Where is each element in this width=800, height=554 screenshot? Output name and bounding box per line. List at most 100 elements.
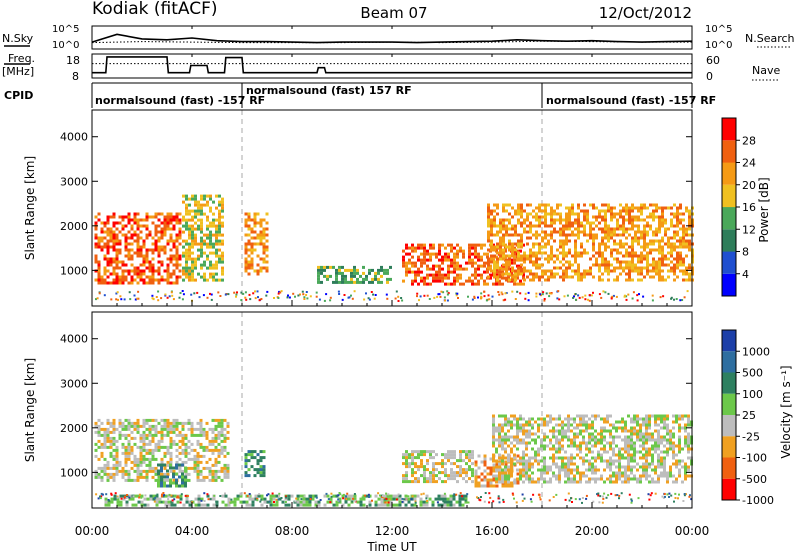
velocity-cell [281, 500, 285, 504]
power-cell [589, 203, 592, 207]
velocity-cell [181, 424, 185, 428]
velocity-cell [389, 494, 393, 498]
velocity-cell [140, 494, 144, 498]
velocity-cell [567, 435, 570, 439]
power-cell [256, 233, 260, 237]
velocity-cell [214, 478, 218, 482]
power-cell [649, 203, 652, 207]
velocity-cell [513, 456, 516, 460]
velocity-cell [531, 477, 534, 481]
velocity-cell [248, 503, 252, 507]
power-cell [622, 245, 625, 249]
velocity-cell [468, 468, 471, 472]
velocity-cell [112, 439, 116, 443]
power-cell [215, 239, 218, 243]
velocity-cell [567, 471, 570, 475]
velocity-speck [229, 501, 232, 504]
velocity-cell [519, 417, 522, 421]
velocity-cell [624, 420, 627, 424]
velocity-cell [160, 460, 164, 464]
velocity-cell [130, 466, 134, 470]
power-cell [556, 218, 559, 222]
velocity-cell [441, 480, 444, 484]
power-cell [631, 203, 634, 207]
power-cell [188, 227, 191, 231]
velocity-cell [609, 444, 612, 448]
power-speck [662, 295, 665, 298]
velocity-cell [130, 424, 134, 428]
velocity-speck [443, 492, 446, 495]
power-cell [511, 248, 514, 252]
velocity-cell [449, 500, 453, 504]
velocity-speck [521, 499, 524, 502]
velocity-cell [495, 465, 498, 469]
velocity-cell [121, 427, 125, 431]
velocity-cell [678, 438, 681, 442]
velocity-cell [540, 468, 543, 472]
power-cell [206, 236, 209, 240]
power-cell [115, 254, 119, 258]
power-cell [682, 269, 685, 273]
velocity-cell [456, 480, 459, 484]
velocity-cell [253, 474, 257, 478]
velocity-cell [522, 456, 525, 460]
power-cell [259, 257, 263, 261]
power-cell [166, 257, 170, 261]
velocity-cell [525, 453, 528, 457]
velocity-cell [169, 430, 173, 434]
power-cell [212, 242, 215, 246]
power-cell [517, 242, 520, 246]
power-cell [106, 221, 110, 225]
velocity-cell [223, 418, 227, 422]
velocity-cell [419, 497, 423, 501]
power-cell [547, 239, 550, 243]
power-cell [188, 242, 191, 246]
velocity-cell [633, 450, 636, 454]
power-cell [130, 281, 134, 285]
velocity-cell [603, 426, 606, 430]
power-cell [447, 267, 450, 271]
velocity-ytick-label: 2000 [60, 422, 88, 435]
power-cell [265, 221, 269, 225]
velocity-cell [193, 460, 197, 464]
power-cell [598, 215, 601, 219]
power-cell [136, 233, 140, 237]
velocity-cell [148, 442, 152, 446]
power-cell [203, 260, 206, 264]
velocity-cell [136, 421, 140, 425]
velocity-cell [148, 448, 152, 452]
power-cell [256, 242, 260, 246]
power-cell [97, 242, 101, 246]
velocity-cell [549, 447, 552, 451]
power-cell [688, 272, 691, 276]
power-speck [240, 299, 243, 302]
power-cell [495, 273, 498, 277]
power-cell [507, 267, 510, 271]
power-cell [595, 263, 598, 267]
power-speck [288, 296, 291, 299]
power-cell [166, 218, 170, 222]
velocity-cell [109, 472, 113, 476]
power-cell [474, 267, 477, 271]
velocity-cell [591, 435, 594, 439]
velocity-cell [597, 441, 600, 445]
power-cell [191, 227, 194, 231]
power-cell [200, 275, 203, 279]
power-cell [583, 212, 586, 216]
power-speck [265, 294, 268, 297]
power-cell [175, 215, 179, 219]
velocity-cell [166, 463, 170, 467]
power-speck [348, 296, 351, 299]
velocity-cell [223, 469, 227, 473]
power-cell [544, 206, 547, 210]
power-speck [673, 298, 675, 301]
power-cell [514, 227, 517, 231]
power-cell [151, 242, 155, 246]
velocity-speck [352, 497, 355, 500]
power-cell [673, 215, 676, 219]
power-cell [253, 236, 257, 240]
power-cell [429, 246, 432, 250]
velocity-cell [525, 435, 528, 439]
power-cell [541, 203, 544, 207]
velocity-colorbar-swatch [722, 393, 736, 416]
